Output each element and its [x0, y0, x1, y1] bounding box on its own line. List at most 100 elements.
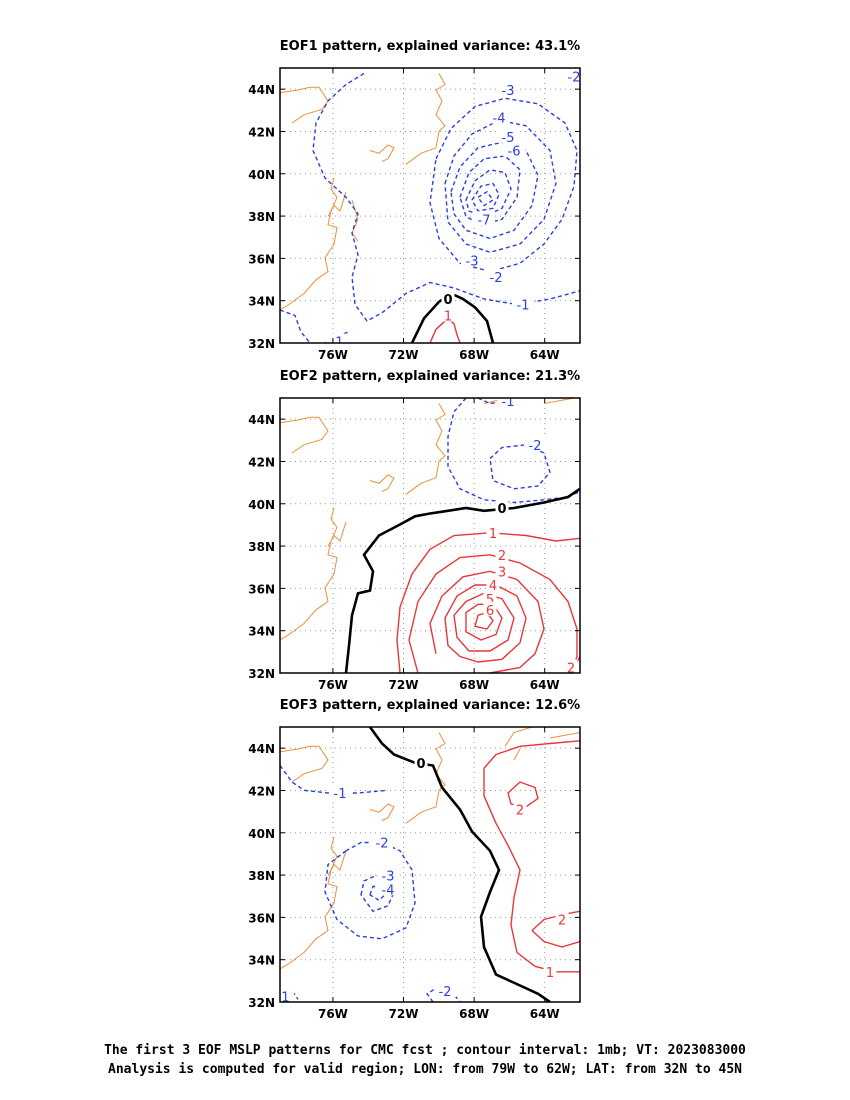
caption-line-1: The first 3 EOF MSLP patterns for CMC fc… — [104, 1043, 746, 1058]
contour-negative — [459, 155, 521, 226]
coastline — [405, 403, 446, 495]
y-tick-label: 34N — [248, 625, 275, 639]
coastline — [280, 86, 329, 124]
coastline — [513, 748, 521, 761]
contour-negative — [429, 97, 578, 273]
contour-label-bg — [486, 577, 500, 591]
contour-zero — [344, 487, 580, 673]
x-tick-label: 64W — [530, 678, 560, 692]
contour-label-bg — [495, 500, 509, 514]
contour-label: -4 — [493, 112, 506, 127]
x-tick-label: 76W — [318, 1007, 348, 1021]
contour-label: 1 — [546, 966, 554, 981]
contour-label: 3 — [498, 565, 506, 580]
contour-label: -1 — [517, 299, 530, 314]
coastline — [327, 850, 347, 876]
contour-label: 4 — [489, 579, 497, 594]
coastline — [369, 144, 395, 162]
contour-positive — [429, 570, 545, 673]
contour-label: 2 — [498, 549, 506, 564]
y-tick-label: 42N — [248, 784, 275, 798]
contour-label: 2 — [567, 662, 575, 677]
contour-negative — [280, 309, 311, 343]
contour-label: 5 — [486, 593, 494, 608]
coastline — [327, 521, 347, 547]
contour-label-bg — [564, 659, 578, 673]
contour-label-bg — [280, 988, 294, 1002]
eof1-panel: EOF1 pattern, explained variance: 43.1% -… — [248, 39, 581, 362]
contour-label-bg — [371, 834, 393, 849]
panel-frame — [279, 67, 581, 344]
contour-negative — [471, 182, 500, 212]
contour-negative — [465, 169, 512, 218]
y-tick-label: 32N — [248, 667, 275, 681]
contour-label-bg — [483, 601, 497, 616]
y-tick-label: 38N — [248, 869, 275, 883]
contour-label-bg — [488, 109, 510, 124]
coastline — [369, 474, 395, 492]
contour-label-bg — [563, 68, 580, 83]
x-tick-label: 72W — [389, 348, 419, 362]
y-tick-label: 36N — [248, 582, 275, 596]
contour-label: -2 — [490, 271, 503, 286]
x-tick-label: 72W — [389, 1007, 419, 1021]
contour-label: 1 — [489, 527, 497, 542]
contour-label-bg — [497, 128, 519, 143]
contour-label-bg — [495, 546, 509, 561]
contour-label-bg — [329, 785, 351, 799]
x-tick-label: 68W — [459, 1007, 489, 1021]
contour-label: 2 — [516, 804, 524, 819]
x-tick-label: 76W — [318, 678, 348, 692]
contour-label: -1 — [331, 336, 344, 351]
contour-negative — [489, 444, 551, 490]
eof2-panel: EOF2 pattern, explained variance: 21.3% -… — [248, 369, 581, 692]
y-tick-label: 42N — [248, 125, 275, 139]
y-tick-label: 34N — [248, 954, 275, 968]
contour-label: -2 — [529, 439, 542, 454]
contour-label-bg — [434, 983, 456, 997]
contour-label-bg — [486, 524, 500, 539]
contour-label: -5 — [502, 131, 515, 146]
y-tick-label: 32N — [248, 996, 275, 1010]
contour-zero — [410, 292, 495, 343]
coastline — [280, 836, 338, 970]
y-tick-label: 44N — [248, 742, 275, 756]
contour-label-bg — [473, 211, 495, 226]
contour-negative — [450, 141, 539, 240]
contour-label-bg — [497, 398, 519, 407]
contour-label: -1 — [334, 787, 347, 802]
contour-negative — [447, 398, 580, 504]
contour-negative — [312, 72, 580, 322]
contour-label-bg — [326, 333, 348, 343]
contour-label: 2 — [558, 914, 566, 929]
panel-title: EOF2 pattern, explained variance: 21.3% — [280, 369, 580, 384]
y-tick-label: 42N — [248, 455, 275, 469]
y-tick-label: 44N — [248, 413, 275, 427]
contour-zero — [368, 727, 551, 1002]
coastline — [369, 803, 395, 821]
panel-plot-area: -1 -2 -3-4 -2 -1 0 2 2 1 — [280, 727, 580, 1002]
contour-label-bg — [461, 252, 483, 267]
contour-positive — [507, 781, 539, 808]
contour-label: -2 — [376, 837, 389, 852]
contour-positive — [531, 929, 580, 948]
x-tick-label: 76W — [318, 348, 348, 362]
coastline — [280, 177, 338, 311]
contour-positive — [444, 584, 527, 663]
contour-label: -3 — [502, 84, 515, 99]
contour-label-bg — [512, 296, 534, 311]
contour-label-bg — [483, 590, 497, 605]
y-tick-label: 34N — [248, 295, 275, 309]
contour-label-bg — [414, 754, 428, 769]
contour-label-bg — [513, 801, 527, 816]
coastline — [280, 507, 338, 641]
y-tick-label: 36N — [248, 252, 275, 266]
y-tick-label: 38N — [248, 540, 275, 554]
contour-label-bg — [441, 307, 455, 322]
x-tick-label: 64W — [530, 348, 560, 362]
contour-positive — [465, 603, 503, 641]
panel-title: EOF3 pattern, explained variance: 12.6% — [280, 698, 580, 713]
contour-negative — [280, 765, 389, 794]
x-tick-label: 64W — [530, 1007, 560, 1021]
